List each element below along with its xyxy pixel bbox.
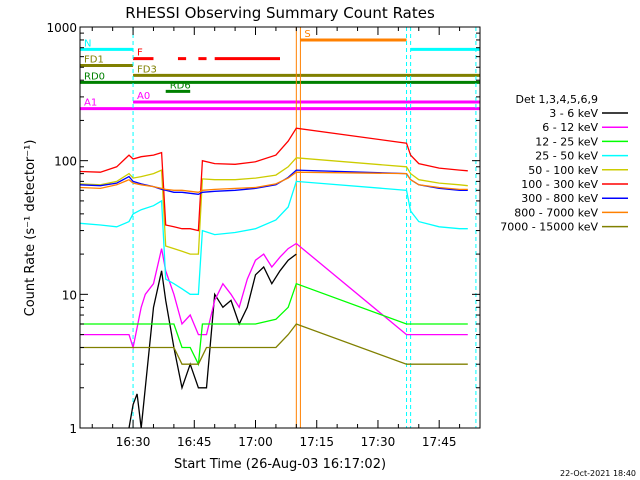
flags-layer: N S F FD1 FD3 RD0 RD6 A0 A1 bbox=[80, 29, 480, 111]
series-line bbox=[79, 180, 468, 295]
x-tick-label: 16:30 bbox=[116, 435, 151, 449]
x-axis-label: Start Time (26-Aug-03 16:17:02) bbox=[174, 457, 386, 472]
series-line bbox=[80, 323, 468, 365]
x-tick-label: 17:15 bbox=[299, 435, 334, 449]
x-tick-label: 16:45 bbox=[177, 435, 212, 449]
legend-entry-label: 7000 - 15000 keV bbox=[500, 221, 598, 234]
timestamp-label: 22-Oct-2021 18:40 bbox=[560, 469, 636, 478]
x-tick-label: 17:30 bbox=[361, 435, 396, 449]
flag-label: RD6 bbox=[170, 80, 191, 91]
legend-entry-label: 3 - 6 keV bbox=[549, 107, 598, 120]
legend-entry-label: 300 - 800 keV bbox=[521, 192, 598, 205]
flag-label: FD3 bbox=[137, 64, 157, 75]
y-tick-label: 100 bbox=[54, 155, 77, 169]
y-tick-label: 1000 bbox=[46, 21, 77, 35]
y-tick-label: 10 bbox=[62, 288, 77, 302]
flag-label: A0 bbox=[137, 91, 150, 102]
legend-entry-label: 6 - 12 keV bbox=[542, 121, 598, 134]
legend-entry-label: 50 - 100 keV bbox=[528, 164, 598, 177]
x-tick-label: 17:00 bbox=[238, 435, 273, 449]
legend-title: Det 1,3,4,5,6,9 bbox=[515, 93, 598, 106]
flag-label: N bbox=[84, 38, 91, 49]
plot-frame bbox=[79, 26, 481, 429]
flag-label: F bbox=[137, 48, 143, 59]
legend-entry-label: 25 - 50 keV bbox=[535, 150, 598, 163]
y-axis-label: Count Rate (s⁻¹ detector⁻¹) bbox=[23, 140, 38, 317]
series-line bbox=[128, 253, 297, 429]
flag-label: S bbox=[304, 29, 310, 40]
legend-entry-label: 800 - 7000 keV bbox=[514, 206, 598, 219]
chart-title: RHESSI Observing Summary Count Rates bbox=[125, 4, 435, 22]
legend-entry-label: 12 - 25 keV bbox=[535, 135, 598, 148]
x-tick-label: 17:45 bbox=[422, 435, 457, 449]
series-line bbox=[79, 127, 468, 232]
series-layer bbox=[79, 127, 468, 429]
flag-label: FD1 bbox=[84, 55, 104, 66]
y-tick-label: 1 bbox=[69, 422, 77, 436]
axes-layer: 1 10 100 1000 16:30 16:45 17:00 17:15 17:30 17:45 bbox=[46, 21, 481, 449]
flag-label: A1 bbox=[84, 98, 97, 109]
series-line bbox=[79, 157, 468, 255]
series-line bbox=[80, 282, 468, 367]
series-line bbox=[80, 242, 468, 351]
flag-label: RD0 bbox=[84, 71, 105, 82]
legend-entry-label: 100 - 300 keV bbox=[521, 178, 598, 191]
series-line bbox=[79, 171, 468, 193]
